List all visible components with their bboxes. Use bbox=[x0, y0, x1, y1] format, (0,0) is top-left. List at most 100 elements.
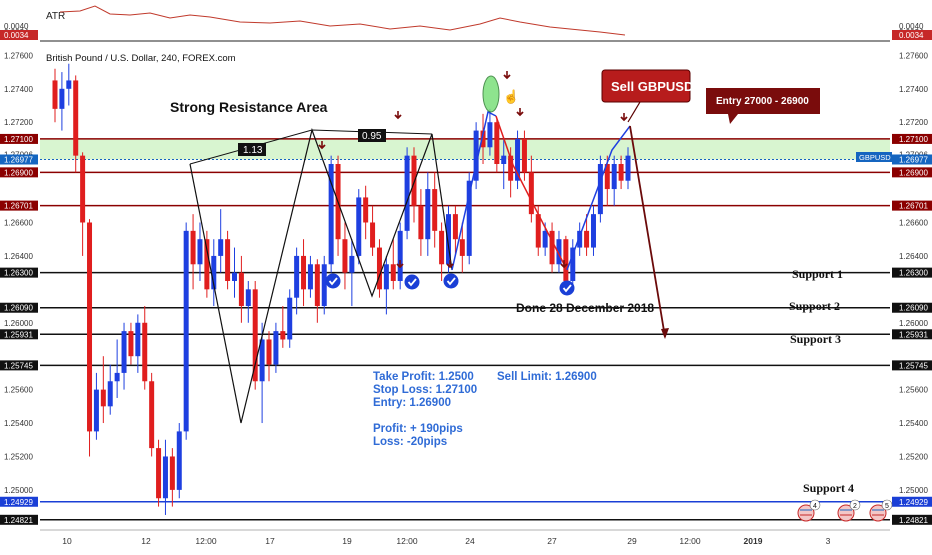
candle-body[interactable] bbox=[273, 331, 279, 365]
candle-body[interactable] bbox=[459, 239, 465, 256]
candle-body[interactable] bbox=[383, 264, 389, 290]
candle-body[interactable] bbox=[542, 230, 548, 248]
candle-body[interactable] bbox=[473, 130, 479, 181]
candle-body[interactable] bbox=[245, 289, 251, 307]
candle-body[interactable] bbox=[508, 155, 514, 181]
candle-body[interactable] bbox=[107, 381, 113, 407]
candle-body[interactable] bbox=[611, 164, 617, 190]
candle-body[interactable] bbox=[466, 180, 472, 256]
candle-body[interactable] bbox=[231, 272, 237, 281]
price-level-tag-left bbox=[0, 133, 38, 144]
candle-body[interactable] bbox=[156, 448, 162, 499]
price-level-tag-left bbox=[0, 360, 38, 371]
candle-body[interactable] bbox=[259, 339, 265, 382]
y-tick-right: 1.25400 bbox=[899, 419, 928, 428]
candle-body[interactable] bbox=[618, 164, 624, 181]
candle-body[interactable] bbox=[52, 80, 58, 109]
candle-body[interactable] bbox=[287, 297, 293, 340]
candle-body[interactable] bbox=[169, 456, 175, 490]
candle-body[interactable] bbox=[294, 255, 300, 298]
candle-body[interactable] bbox=[452, 214, 458, 240]
candle-body[interactable] bbox=[301, 255, 307, 290]
candle-body[interactable] bbox=[404, 155, 410, 231]
candle-body[interactable] bbox=[314, 264, 320, 307]
candle-body[interactable] bbox=[356, 197, 362, 256]
candle-body[interactable] bbox=[190, 230, 196, 265]
candle-body[interactable] bbox=[528, 172, 534, 215]
done-label: Done 28 December 2018 bbox=[516, 301, 654, 315]
candle-body[interactable] bbox=[521, 138, 527, 173]
candle-body[interactable] bbox=[225, 239, 231, 281]
candle-body[interactable] bbox=[411, 155, 417, 206]
price-level-label-right: 1.25745 bbox=[899, 361, 928, 370]
candle-body[interactable] bbox=[252, 289, 258, 382]
candle-body[interactable] bbox=[370, 222, 376, 248]
candle-body[interactable] bbox=[183, 230, 189, 432]
candle-body[interactable] bbox=[211, 255, 217, 290]
price-level-tag-left bbox=[0, 514, 38, 525]
candle-body[interactable] bbox=[307, 264, 313, 290]
candle-body[interactable] bbox=[549, 230, 555, 265]
candle-body[interactable] bbox=[280, 331, 286, 340]
sell-gbpusd-box[interactable] bbox=[601, 69, 691, 103]
candle-body[interactable] bbox=[397, 230, 403, 281]
candle-body[interactable] bbox=[349, 255, 355, 273]
flag-count-badge bbox=[881, 499, 893, 511]
support-label: Support 4 bbox=[803, 481, 854, 495]
check-icon bbox=[443, 273, 459, 289]
candle-body[interactable] bbox=[535, 214, 541, 248]
candle-body[interactable] bbox=[376, 247, 382, 290]
flag-icon[interactable] bbox=[797, 504, 815, 522]
candle-body[interactable] bbox=[494, 122, 500, 164]
candle-body[interactable] bbox=[625, 155, 631, 181]
candle-body[interactable] bbox=[176, 431, 182, 490]
candle-body[interactable] bbox=[100, 389, 106, 407]
candle-body[interactable] bbox=[487, 122, 493, 148]
candle-body[interactable] bbox=[439, 230, 445, 265]
candle-body[interactable] bbox=[418, 205, 424, 240]
candle-body[interactable] bbox=[570, 247, 576, 281]
flag-icon[interactable] bbox=[869, 504, 887, 522]
candle-body[interactable] bbox=[577, 230, 583, 248]
candle-body[interactable] bbox=[446, 214, 452, 265]
candle-body[interactable] bbox=[266, 339, 272, 365]
candle-body[interactable] bbox=[128, 331, 134, 357]
candle-body[interactable] bbox=[432, 189, 438, 231]
candle-body[interactable] bbox=[204, 239, 210, 290]
candle-body[interactable] bbox=[321, 264, 327, 307]
flag-icon[interactable] bbox=[837, 504, 855, 522]
candle-body[interactable] bbox=[114, 372, 120, 382]
candle-body[interactable] bbox=[135, 322, 141, 357]
chart-title: British Pound / U.S. Dollar, 240, FOREX.… bbox=[46, 53, 236, 64]
candle-body[interactable] bbox=[121, 331, 127, 373]
candle-body[interactable] bbox=[87, 222, 93, 432]
candle-body[interactable] bbox=[149, 381, 155, 449]
candle-body[interactable] bbox=[563, 239, 569, 281]
candle-body[interactable] bbox=[480, 130, 486, 148]
candle-body[interactable] bbox=[590, 214, 596, 248]
candle-body[interactable] bbox=[59, 88, 65, 109]
candle-body[interactable] bbox=[515, 138, 521, 181]
candle-body[interactable] bbox=[425, 189, 431, 240]
candle-body[interactable] bbox=[93, 389, 99, 432]
candle-body[interactable] bbox=[66, 80, 72, 89]
candle-body[interactable] bbox=[73, 80, 79, 156]
candle-body[interactable] bbox=[597, 164, 603, 215]
candle-body[interactable] bbox=[390, 264, 396, 281]
candle-body[interactable] bbox=[363, 197, 369, 223]
candle-body[interactable] bbox=[342, 239, 348, 273]
candle-body[interactable] bbox=[604, 164, 610, 190]
candle-body[interactable] bbox=[328, 164, 334, 265]
y-tick-right: 1.25200 bbox=[899, 452, 928, 461]
candle-body[interactable] bbox=[218, 239, 224, 256]
candle-body[interactable] bbox=[162, 456, 168, 499]
candle-body[interactable] bbox=[142, 322, 148, 382]
candle-body[interactable] bbox=[501, 155, 507, 164]
candle-body[interactable] bbox=[80, 155, 86, 223]
candle-body[interactable] bbox=[584, 230, 590, 248]
candle-body[interactable] bbox=[197, 239, 203, 265]
candle-body[interactable] bbox=[556, 239, 562, 265]
candle-body[interactable] bbox=[238, 272, 244, 307]
